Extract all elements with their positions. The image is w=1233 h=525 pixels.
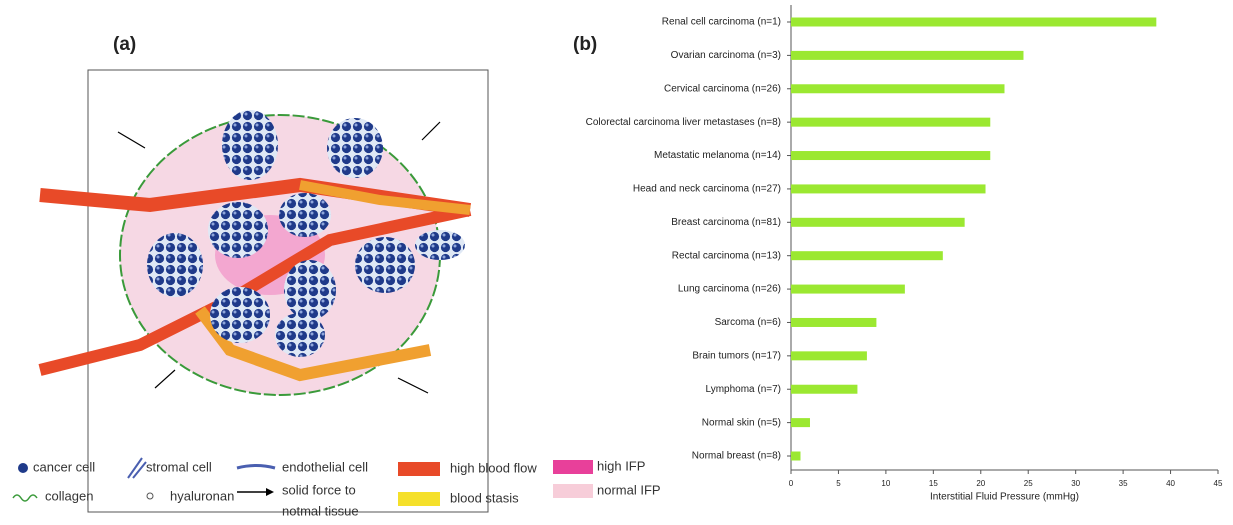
- x-axis-title: Interstitial Fluid Pressure (mmHg): [930, 492, 1079, 503]
- bar: [791, 385, 857, 394]
- legend-label: blood stasis: [450, 490, 519, 505]
- category-label: Sarcoma (n=6): [715, 317, 781, 328]
- legend-label: hyaluronan: [170, 488, 234, 503]
- x-tick-label: 5: [836, 479, 841, 488]
- category-label: Normal skin (n=5): [702, 417, 781, 428]
- panel-label: (b): [573, 34, 597, 55]
- category-label: Breast carcinoma (n=81): [671, 217, 781, 228]
- bar: [791, 118, 990, 127]
- legend-label: stromal cell: [146, 459, 212, 474]
- category-label: Rectal carcinoma (n=13): [672, 250, 781, 261]
- bar: [791, 452, 800, 461]
- bar: [791, 351, 867, 360]
- bar: [791, 318, 876, 327]
- x-tick-label: 15: [929, 479, 938, 488]
- legend-label: collagen: [45, 488, 93, 503]
- x-tick-label: 0: [789, 479, 794, 488]
- category-label: Lung carcinoma (n=26): [678, 284, 781, 295]
- bar: [791, 84, 1005, 93]
- category-label: Lymphoma (n=7): [706, 384, 782, 395]
- figure: (a) (b) cancer cellstromal cellen: [0, 0, 1233, 525]
- bar: [791, 151, 990, 160]
- legend-label: endothelial cell: [282, 459, 368, 474]
- legend-label: notmal tissue: [282, 503, 359, 518]
- x-tick-label: 20: [976, 479, 985, 488]
- legend-label: solid force to: [282, 482, 356, 497]
- category-label: Head and neck carcinoma (n=27): [633, 184, 781, 195]
- category-label: Colorectal carcinoma liver metastases (n…: [586, 117, 781, 128]
- category-label: Renal cell carcinoma (n=1): [662, 17, 781, 28]
- x-tick-label: 30: [1071, 479, 1080, 488]
- x-tick-label: 35: [1119, 479, 1128, 488]
- category-label: Brain tumors (n=17): [692, 350, 781, 361]
- bar: [791, 285, 905, 294]
- panel-label: (a): [113, 34, 136, 55]
- x-tick-label: 40: [1166, 479, 1175, 488]
- category-label: Cervical carcinoma (n=26): [664, 83, 781, 94]
- bar: [791, 51, 1023, 60]
- legend-label: normal IFP: [597, 482, 661, 497]
- category-label: Metastatic melanoma (n=14): [654, 150, 781, 161]
- bar: [791, 251, 943, 260]
- x-tick-label: 25: [1024, 479, 1033, 488]
- tumor-diagram: [40, 70, 488, 512]
- x-tick-label: 45: [1214, 479, 1223, 488]
- bar: [791, 418, 810, 427]
- category-label: Normal breast (n=8): [692, 451, 781, 462]
- bar: [791, 18, 1156, 27]
- bar: [791, 218, 965, 227]
- x-tick-label: 10: [881, 479, 890, 488]
- legend-label: high blood flow: [450, 460, 537, 475]
- category-label: Ovarian carcinoma (n=3): [671, 50, 781, 61]
- legend-label: high IFP: [597, 458, 645, 473]
- legend-label: cancer cell: [33, 459, 95, 474]
- bar: [791, 184, 986, 193]
